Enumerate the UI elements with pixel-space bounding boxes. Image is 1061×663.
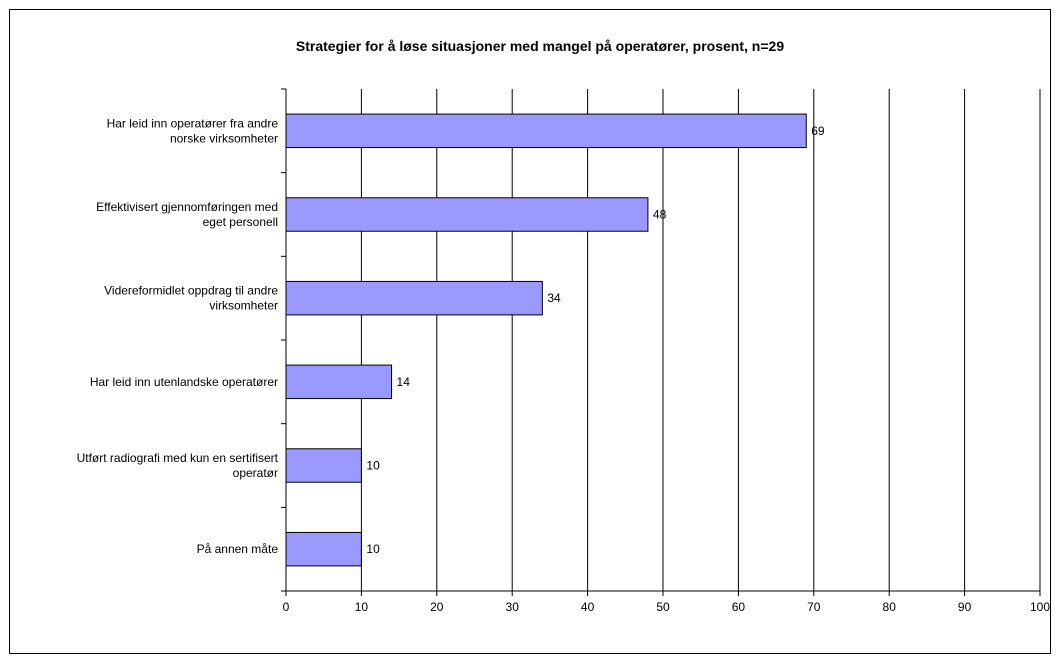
data-label: 48 [653,208,667,222]
category-label-line: Effektivisert gjennomføringen med [96,200,278,214]
x-tick-label: 70 [807,600,821,614]
category-label: Har leid inn operatører fra andre norske … [107,116,279,145]
gridlines [360,89,1041,591]
data-label: 10 [366,459,380,473]
x-tick-label: 10 [355,600,369,614]
bar [285,364,393,400]
category-label-line: Utført radiografi med kun en sertifisert [77,451,279,465]
bar-chart: Strategier for å løse situasjoner med ma… [77,38,1051,614]
x-tick-label: 40 [581,600,595,614]
bar [285,113,807,149]
category-label: Videreformidlet oppdrag til andre virksom… [104,284,278,313]
category-label: Utført radiografi med kun en sertifisert… [77,451,279,480]
category-label-line: Har leid inn utenlandske operatører [90,375,278,389]
data-label: 34 [547,291,561,305]
category-label-line: eget personell [203,215,278,229]
data-label: 10 [366,542,380,556]
labels: 0 10 20 30 40 50 60 70 80 90 100 69 Har leid inn ope… [77,116,1051,614]
chart-title: Strategier for å løse situasjoner med ma… [296,38,784,54]
category-label-line: virksomheter [209,299,278,313]
x-tick-label: 20 [430,600,444,614]
category-label-line: norske virksomheter [170,131,278,145]
category-label-line: Videreformidlet oppdrag til andre [104,284,278,298]
category-label: På annen måte [197,542,279,556]
data-label: 69 [811,124,825,138]
bars [285,113,807,567]
x-tick-label: 60 [732,600,746,614]
data-label: 14 [397,375,411,389]
x-tick-label: 90 [958,600,972,614]
category-label-line: Har leid inn operatører fra andre [107,116,279,130]
x-tick-label: 80 [883,600,897,614]
bar [285,280,543,316]
category-label-line: operatør [233,466,278,480]
x-tick-label: 30 [506,600,520,614]
bar [285,448,362,483]
x-tick-label: 0 [283,600,290,614]
category-label: Effektivisert gjennomføringen med eget pe… [96,200,278,229]
category-label: Har leid inn utenlandske operatører [90,375,278,389]
bar [285,197,649,232]
category-label-line: På annen måte [197,542,279,556]
x-tick-label: 50 [656,600,670,614]
chart-area: Strategier for å løse situasjoner med ma… [9,9,1051,654]
axes [281,88,1041,596]
bar [285,531,362,567]
x-tick-label: 100 [1030,600,1050,614]
